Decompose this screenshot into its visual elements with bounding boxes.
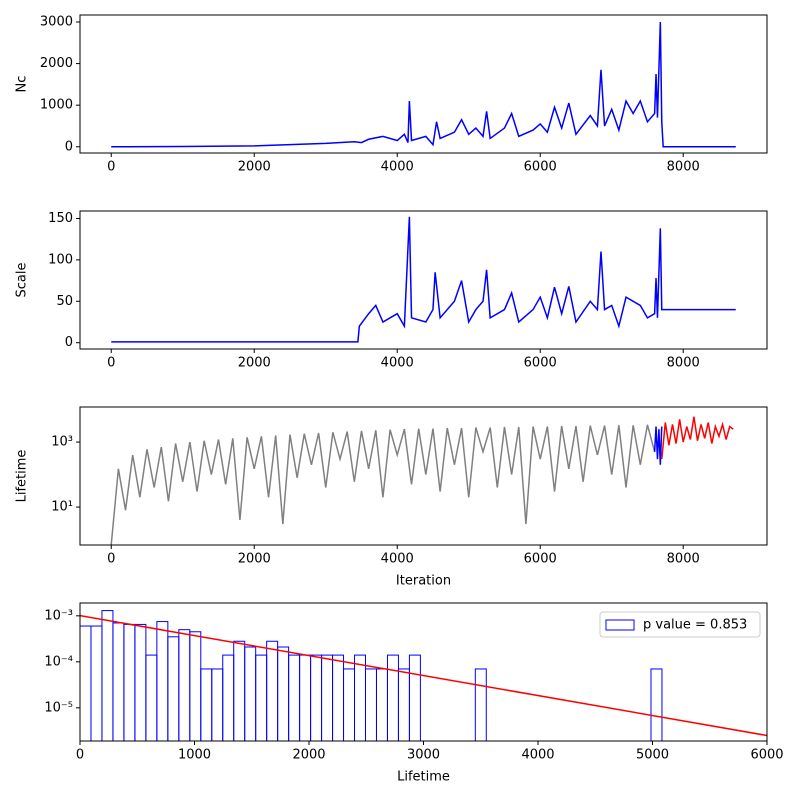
plot-area [111, 216, 736, 343]
histogram-bar [408, 654, 421, 741]
x-axis-label: Iteration [396, 574, 451, 589]
x-tick-label: 2000 [238, 160, 271, 175]
y-tick-label: 3000 [40, 14, 73, 29]
x-tick-label: 5000 [636, 748, 669, 763]
x-tick-label: 2000 [238, 356, 271, 371]
histogram-bar [321, 654, 334, 741]
y-tick-label: 10¹ [51, 500, 73, 515]
legend-swatch [605, 619, 635, 631]
y-tick-label: 0 [65, 139, 73, 154]
x-tick-label: 6000 [524, 552, 557, 567]
y-axis-label: Lifetime [15, 450, 30, 503]
y-tick-label: 10³ [51, 435, 73, 450]
x-axis-label: Lifetime [397, 770, 450, 785]
panel: 0 2000 4000 6000 8000 10¹ 10³ Lifetime Iteration [15, 406, 768, 589]
x-tick-label: 1000 [178, 748, 211, 763]
histogram-bar [474, 668, 487, 741]
y-tick-label: 50 [56, 294, 73, 309]
series-line [111, 216, 736, 343]
histogram-bar [145, 654, 158, 741]
histogram-bar [90, 625, 103, 741]
histogram-bar [134, 623, 147, 741]
histogram-bar [310, 654, 323, 741]
y-tick-label: 100 [48, 252, 73, 267]
x-tick-label: 0 [76, 748, 84, 763]
histogram-bar [178, 629, 191, 741]
histogram-bar [101, 610, 114, 741]
x-tick-label: 3000 [407, 748, 440, 763]
histogram-bar [211, 668, 224, 741]
x-tick-label: 0 [107, 160, 115, 175]
y-tick-label: 2000 [40, 56, 73, 71]
x-tick-label: 8000 [667, 356, 700, 371]
histogram-bar [375, 668, 388, 741]
x-tick-label: 8000 [667, 160, 700, 175]
y-tick-label: 10⁻⁵ [44, 700, 73, 715]
series-line [110, 424, 656, 545]
y-tick-label: 10⁻³ [44, 608, 73, 623]
axes-frame [79, 210, 768, 350]
x-tick-label: 4000 [521, 748, 554, 763]
legend-box [599, 611, 761, 638]
plot-area [110, 416, 734, 545]
histogram-bar [112, 622, 125, 741]
x-tick-label: 4000 [381, 160, 414, 175]
plot-area [111, 21, 736, 148]
histogram-bar [222, 654, 235, 741]
histogram-bar [189, 631, 202, 741]
histogram-bar [397, 668, 410, 741]
x-tick-label: 6000 [524, 160, 557, 175]
y-tick-label: 1000 [40, 98, 73, 113]
histogram-bar [123, 623, 136, 741]
x-tick-label: 6000 [750, 748, 783, 763]
histogram-bar [386, 654, 399, 741]
y-axis-label: Scale [15, 263, 30, 298]
histogram-bar [650, 668, 663, 741]
x-tick-label: 8000 [667, 552, 700, 567]
histogram-bar [288, 654, 301, 741]
x-tick-label: 0 [107, 356, 115, 371]
x-tick-label: 6000 [524, 356, 557, 371]
x-tick-label: 4000 [381, 552, 414, 567]
x-tick-label: 4000 [381, 356, 414, 371]
histogram-bar [332, 654, 345, 741]
x-tick-label: 2000 [238, 552, 271, 567]
histogram-bar [354, 654, 366, 741]
y-tick-label: 10⁻⁴ [44, 654, 73, 669]
fit-line [80, 614, 767, 737]
histogram-bar [167, 636, 180, 741]
y-tick-label: 150 [48, 211, 73, 226]
histogram-bar [255, 654, 268, 741]
series-line [653, 426, 663, 465]
y-tick-label: 0 [65, 335, 73, 350]
legend-label: p value = 0.853 [643, 618, 747, 633]
series-line [111, 21, 736, 148]
y-axis-label: Nc [15, 76, 30, 93]
histogram-bar [156, 621, 169, 741]
x-tick-label: 0 [107, 552, 115, 567]
axes-frame [79, 406, 768, 546]
histogram-bar [200, 668, 213, 741]
histogram-bar [299, 654, 312, 741]
histogram-bar [266, 640, 279, 741]
histogram-bar [244, 646, 257, 741]
panel: 0 2000 4000 6000 8000 0 1000 2000 3000 Nc [15, 14, 768, 175]
x-tick-label: 2000 [292, 748, 325, 763]
axes-frame [79, 14, 768, 154]
series-line [661, 416, 734, 460]
histogram-bar [233, 640, 246, 741]
histogram-bar [80, 625, 92, 741]
panel: 0 2000 4000 6000 8000 0 50 100 150 Scale [15, 210, 768, 371]
panel: 0 1000 2000 3000 4000 5000 6000 10⁻⁵ 10⁻⁴ 10⁻³ Lif… [44, 602, 784, 785]
histogram-bar [343, 668, 356, 741]
axes-frame [79, 602, 768, 742]
histogram-bar [364, 668, 377, 741]
histogram-bar [277, 646, 290, 741]
